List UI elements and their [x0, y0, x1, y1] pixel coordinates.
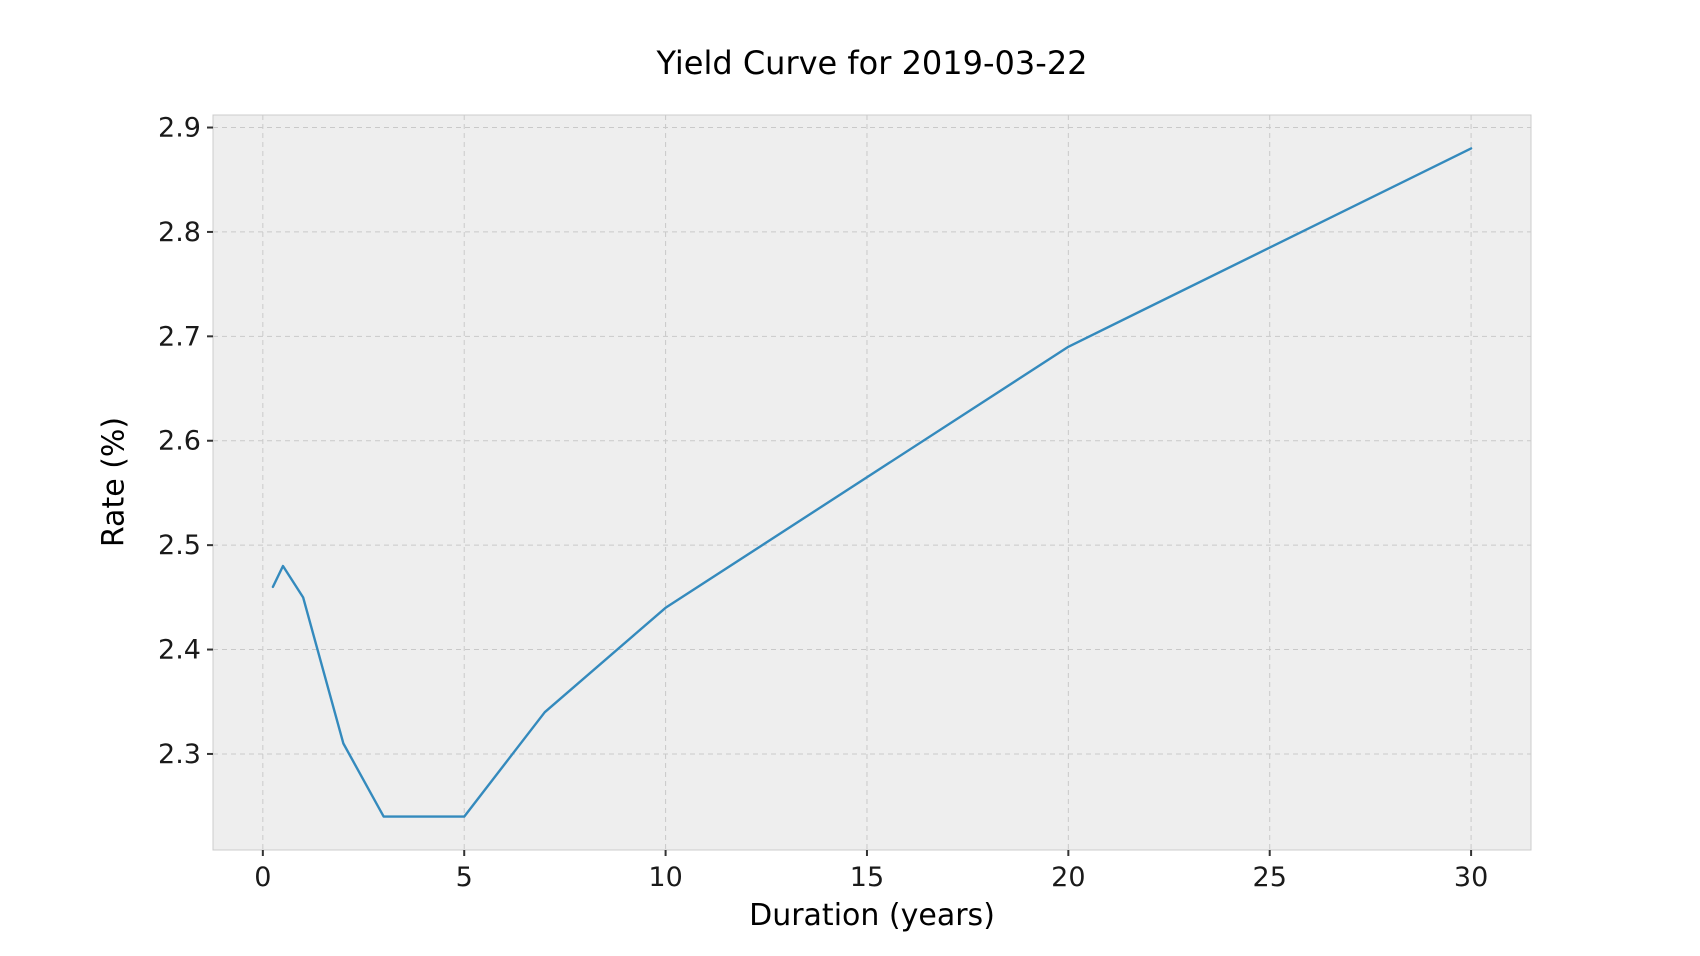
x-tick-label: 10 [648, 862, 682, 893]
x-tick-label: 5 [456, 862, 473, 893]
yield-curve-line [271, 147, 1473, 818]
y-tick-label: 2.9 [158, 113, 201, 144]
y-tick-label: 2.8 [158, 217, 201, 248]
y-tick-label: 2.6 [158, 426, 201, 457]
x-tick-label: 0 [254, 862, 271, 893]
y-tick-label: 2.4 [158, 635, 201, 666]
x-tick-label: 30 [1454, 862, 1488, 893]
axes-frame [212, 114, 1532, 851]
x-axis-label: Duration (years) [749, 898, 995, 933]
y-tick-label: 2.3 [158, 739, 201, 770]
chart-title: Yield Curve for 2019-03-22 [656, 44, 1088, 82]
x-tick-label: 20 [1051, 862, 1085, 893]
x-tick-label: 15 [850, 862, 884, 893]
y-tick-label: 2.7 [158, 321, 201, 352]
x-tick-label: 25 [1253, 862, 1287, 893]
y-tick-label: 2.5 [158, 530, 201, 561]
plot-background [213, 115, 1531, 850]
